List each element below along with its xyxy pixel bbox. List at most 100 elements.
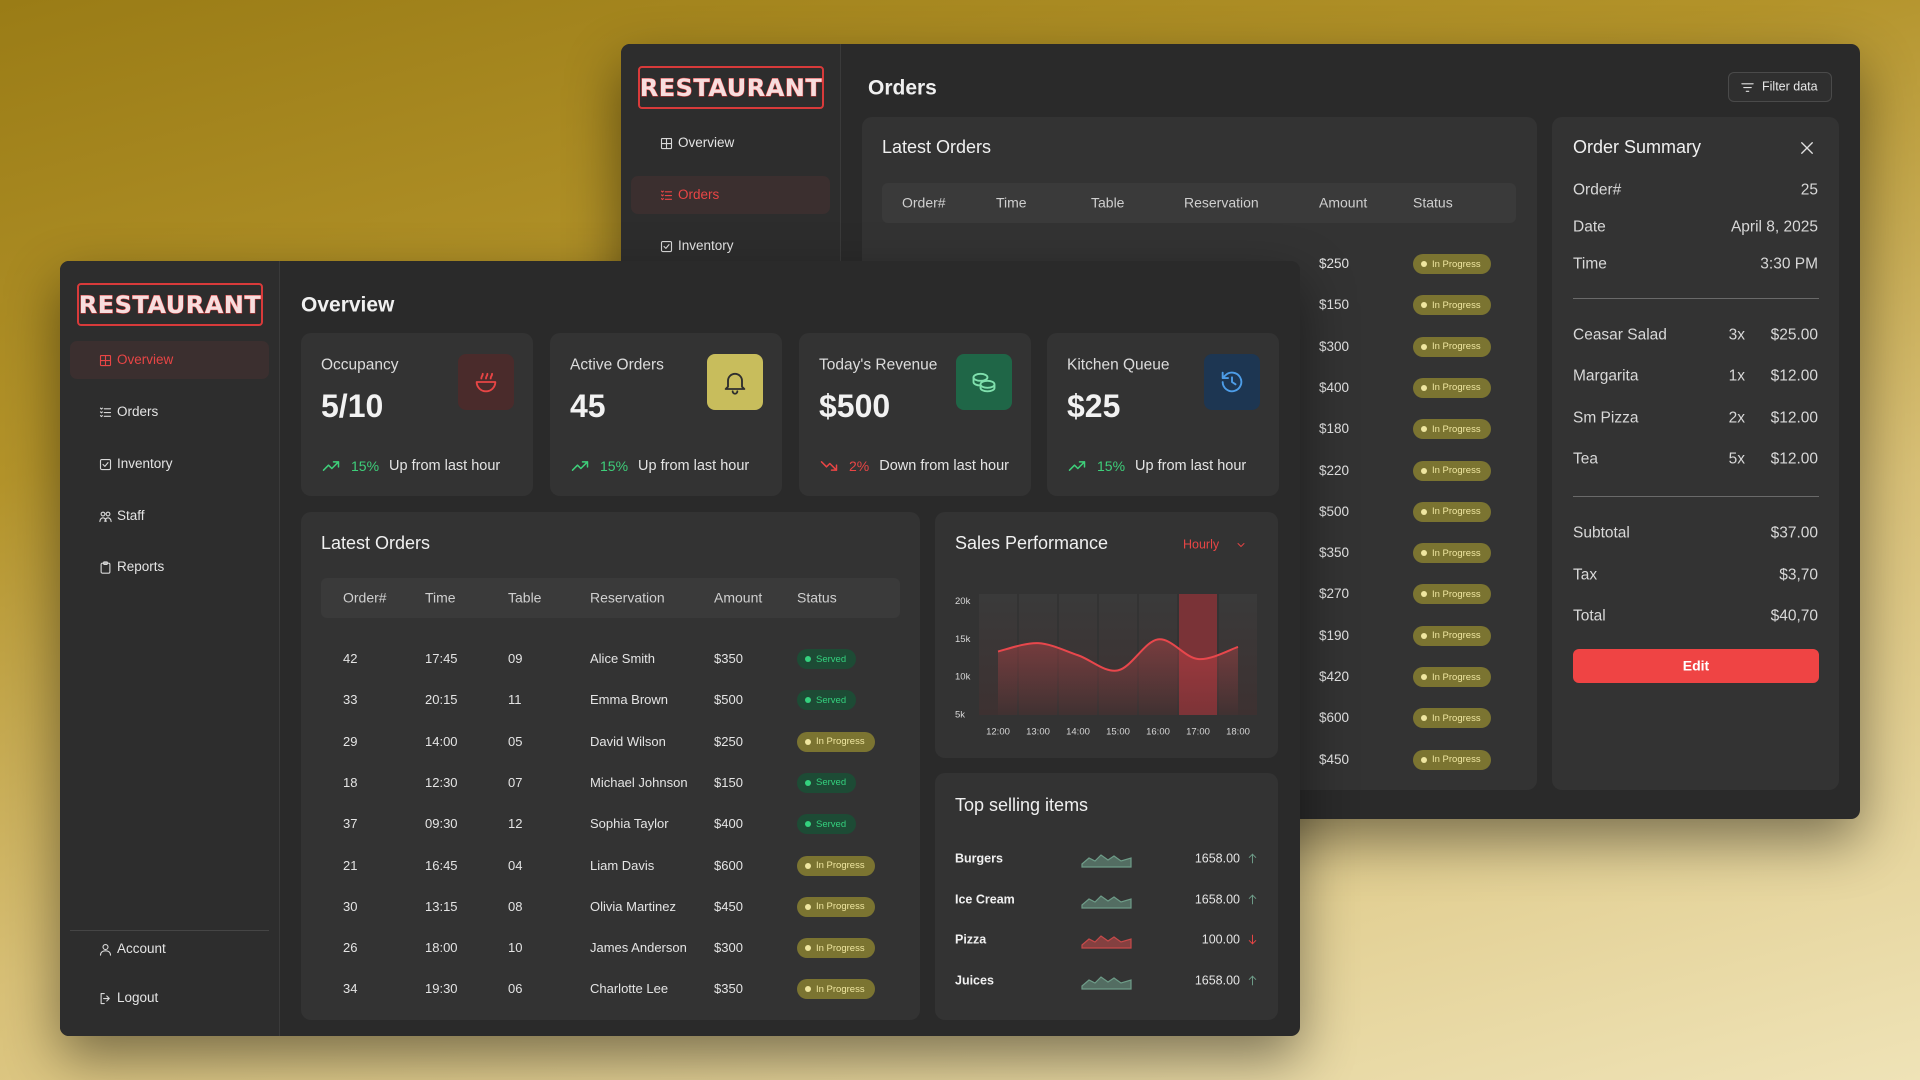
trend-icon-part [1068, 461, 1086, 471]
status-label: In Progress [1432, 630, 1481, 642]
field-label: Time [1573, 255, 1607, 273]
table-cell: 08 [508, 899, 523, 914]
amount-cell: $190 [1319, 627, 1350, 643]
nav-label: Inventory [117, 455, 173, 471]
x-tick-label: 12:00 [986, 727, 1010, 738]
nav-item[interactable]: Reports [70, 548, 269, 586]
status-dot [805, 862, 811, 869]
status-label: In Progress [1432, 547, 1481, 559]
table-cell: $500 [714, 692, 743, 708]
status-label: Served [816, 653, 847, 665]
trend-arrow-part [1248, 894, 1257, 904]
nav-item[interactable]: Orders [631, 176, 830, 214]
trend-icon [571, 461, 589, 471]
page-title: Overview [301, 293, 395, 317]
status-label: In Progress [1432, 588, 1481, 600]
kpi-icon [724, 372, 746, 395]
table-cell: $250 [714, 733, 743, 749]
kpi-card: Kitchen Queue $25 15% Up from last hour [1047, 333, 1279, 496]
edit-button[interactable]: Edit [1573, 649, 1819, 683]
kpi-icon-box [1204, 354, 1260, 410]
amount-cell: $250 [1319, 255, 1350, 271]
nav-label: Orders [678, 186, 720, 202]
table-cell: $350 [714, 981, 743, 997]
status-pill: Served [797, 649, 857, 669]
nav-label: Logout [117, 989, 159, 1005]
table-cell: James Anderson [590, 940, 687, 956]
status-label: In Progress [816, 901, 865, 913]
item-name: Tea [1573, 450, 1598, 468]
status-dot [805, 986, 811, 993]
kpi-value: 45 [570, 387, 606, 424]
status-dot [1421, 632, 1427, 639]
period-dropdown[interactable]: Hourly [1179, 534, 1255, 556]
column-header: Reservation [590, 589, 665, 606]
divider [1573, 496, 1819, 497]
item-qty: 3x [1728, 326, 1745, 344]
status-label: In Progress [1432, 671, 1481, 683]
nav-item[interactable]: Account [70, 930, 269, 968]
total-value: $3,70 [1779, 566, 1818, 584]
column-header: Amount [1319, 194, 1368, 211]
y-tick-label: 10k [955, 672, 971, 683]
status-label: In Progress [816, 983, 865, 995]
kpi-icon-part [972, 376, 996, 393]
table-cell: 42 [343, 651, 358, 667]
kpi-icon-part [1221, 371, 1243, 393]
y-tick-label: 20k [955, 596, 971, 607]
nav-icon-part [99, 517, 112, 523]
kpi-icon-part [475, 372, 497, 393]
x-tick-label: 18:00 [1226, 727, 1250, 738]
table-cell: 20:15 [425, 692, 458, 708]
kpi-trend: 15% Up from last hour [321, 456, 500, 476]
nav-icon [99, 458, 112, 471]
kpi-label: Active Orders [570, 356, 664, 374]
table-cell: 06 [508, 981, 523, 997]
nav-item[interactable]: Staff [70, 497, 269, 535]
kpi-icon-part [724, 372, 746, 395]
status-dot [1421, 426, 1427, 433]
logo: RESTAURANT [77, 283, 263, 326]
status-dot [1421, 508, 1427, 515]
logo-text: RESTAURANT [78, 290, 262, 319]
field-value: 3:30 PM [1760, 255, 1818, 273]
filter-icon [1741, 83, 1754, 92]
table-cell: 12 [508, 816, 523, 832]
status-dot [805, 656, 811, 662]
trend-arrow [1248, 894, 1257, 904]
y-tick-label: 15k [955, 634, 971, 645]
status-label: In Progress [816, 860, 865, 871]
status-dot [1421, 756, 1427, 763]
nav-label: Orders [117, 403, 159, 419]
nav-icon [660, 240, 673, 253]
table-cell: 09:30 [425, 816, 458, 832]
trend-arrow [1248, 934, 1257, 945]
nav-item[interactable]: Inventory [70, 445, 269, 483]
nav-icon [99, 943, 112, 956]
x-tick-label: 16:00 [1146, 727, 1170, 738]
status-pill: In Progress [1413, 419, 1491, 440]
nav-item[interactable]: Inventory [631, 227, 830, 265]
close-button[interactable] [1798, 139, 1816, 157]
status-dot [1421, 467, 1427, 474]
status-label: In Progress [1432, 754, 1481, 766]
kpi-change: 15% [600, 458, 629, 474]
panel-title: Latest Orders [321, 533, 431, 554]
nav-label: Inventory [678, 237, 734, 253]
nav-item[interactable]: Orders [70, 393, 269, 431]
x-tick-label: 13:00 [1026, 727, 1050, 738]
nav-item[interactable]: Overview [631, 124, 830, 162]
column-header: Amount [714, 589, 763, 606]
sparkline-area [1081, 894, 1132, 909]
kpi-card: Active Orders 45 15% Up from last hour [550, 333, 782, 496]
nav-icon-part [102, 462, 109, 467]
table-cell: $400 [714, 816, 743, 832]
field-label: Order# [1573, 181, 1622, 199]
item-value: 1658.00 [1194, 851, 1240, 866]
nav-icon-part [660, 137, 673, 150]
nav-item[interactable]: Logout [70, 979, 269, 1017]
filter-button[interactable]: Filter data [1728, 72, 1832, 102]
nav-item[interactable]: Overview [70, 341, 269, 379]
table-cell: 05 [508, 733, 523, 749]
nav-icon-part [100, 992, 110, 1005]
